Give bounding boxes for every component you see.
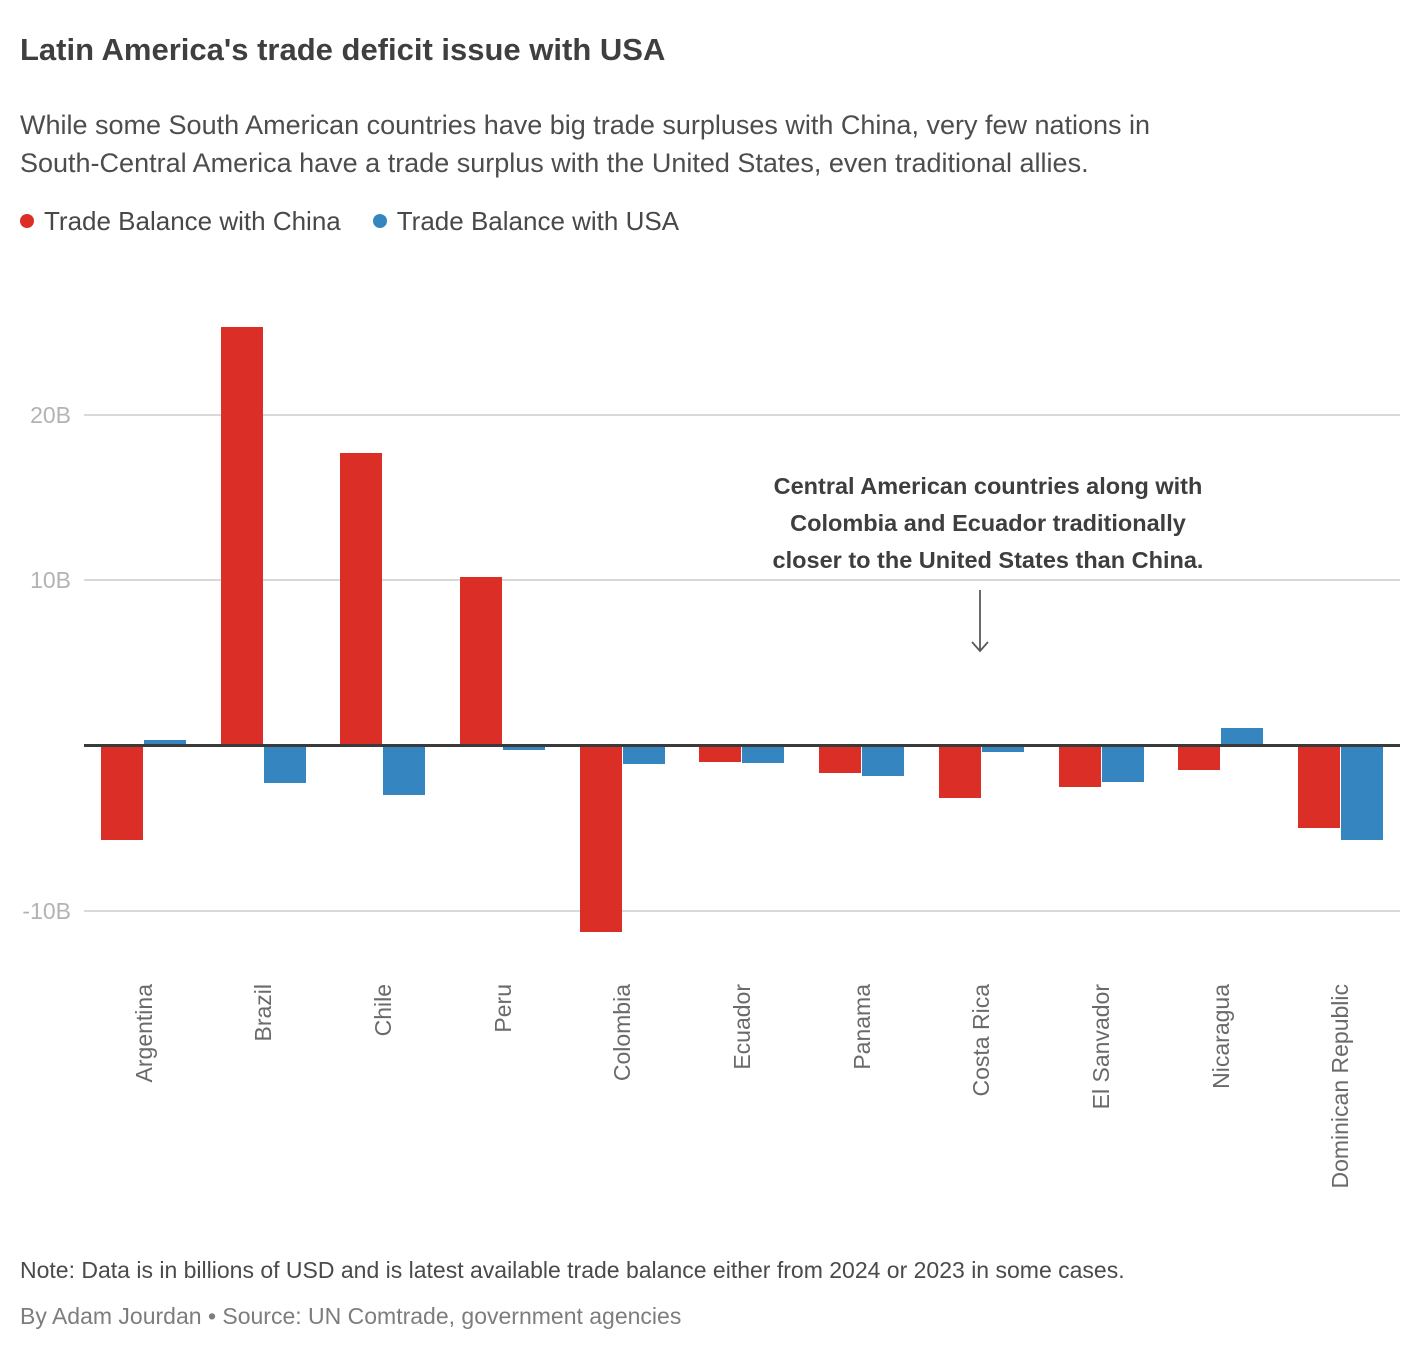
bar-usa-ecuador	[742, 747, 785, 763]
x-label-nicaragua: Nicaragua	[1207, 984, 1234, 1089]
bar-china-dominican-republic	[1297, 747, 1340, 829]
footnote: Note: Data is in billions of USD and is …	[20, 1257, 1125, 1283]
x-label-costa-rica: Costa Rica	[968, 984, 995, 1097]
legend-dot-china-icon	[20, 214, 34, 228]
bar-china-argentina	[101, 747, 143, 840]
y-tick-label-20b: 20B	[30, 401, 71, 428]
x-label-colombia: Colombia	[609, 984, 636, 1082]
bar-usa-chile	[383, 747, 426, 795]
x-label-el-sanvador: El Sanvador	[1088, 984, 1115, 1110]
bar-china-panama	[819, 747, 862, 774]
bar-china-chile	[340, 452, 383, 744]
bar-usa-peru	[503, 747, 546, 751]
y-tick-label--10b: -10B	[22, 898, 71, 924]
x-label-ecuador: Ecuador	[728, 984, 755, 1070]
x-label-brazil: Brazil	[250, 984, 277, 1042]
annotation-text: Central American countries along with Co…	[772, 473, 1204, 573]
bar-usa-panama	[862, 747, 905, 776]
legend-label-china: Trade Balance with China	[44, 206, 341, 236]
legend-label-usa: Trade Balance with USA	[396, 206, 680, 236]
chart-title: Latin America's trade deficit issue with…	[20, 32, 666, 67]
x-axis-zero-line	[84, 744, 1400, 747]
bar-china-brazil	[220, 326, 263, 744]
bar-usa-dominican-republic	[1340, 747, 1383, 840]
x-label-dominican-republic: Dominican Republic	[1327, 984, 1354, 1189]
byline: By Adam Jourdan • Source: UN Comtrade, g…	[20, 1303, 682, 1329]
x-label-peru: Peru	[489, 984, 516, 1033]
bar-china-el-sanvador	[1058, 747, 1101, 787]
x-label-argentina: Argentina	[130, 984, 157, 1083]
bar-usa-argentina	[144, 739, 186, 744]
gridline-20b	[84, 413, 1400, 416]
gridline-10b	[84, 579, 1400, 581]
x-label-panama: Panama	[848, 984, 875, 1070]
bar-china-nicaragua	[1178, 747, 1221, 771]
bar-usa-el-sanvador	[1101, 747, 1144, 782]
gridline--10b	[84, 910, 1400, 912]
down-arrow-icon	[971, 590, 989, 653]
legend-item-usa: Trade Balance with USA	[372, 206, 680, 236]
bar-usa-nicaragua	[1221, 728, 1264, 744]
bar-usa-costa-rica	[981, 747, 1024, 752]
legend: Trade Balance with China Trade Balance w…	[20, 206, 679, 236]
bar-china-costa-rica	[938, 747, 981, 799]
y-tick-label-10b: 10B	[30, 567, 71, 593]
legend-dot-usa-icon	[372, 214, 387, 228]
bar-usa-colombia	[622, 747, 665, 764]
chart-subtitle: While some South American countries have…	[20, 110, 1151, 178]
bar-china-peru	[460, 576, 503, 744]
bar-usa-brazil	[263, 747, 306, 784]
x-label-chile: Chile	[369, 984, 396, 1037]
bar-china-colombia	[579, 747, 622, 933]
legend-item-china: Trade Balance with China	[20, 206, 341, 236]
bar-china-ecuador	[699, 747, 742, 762]
